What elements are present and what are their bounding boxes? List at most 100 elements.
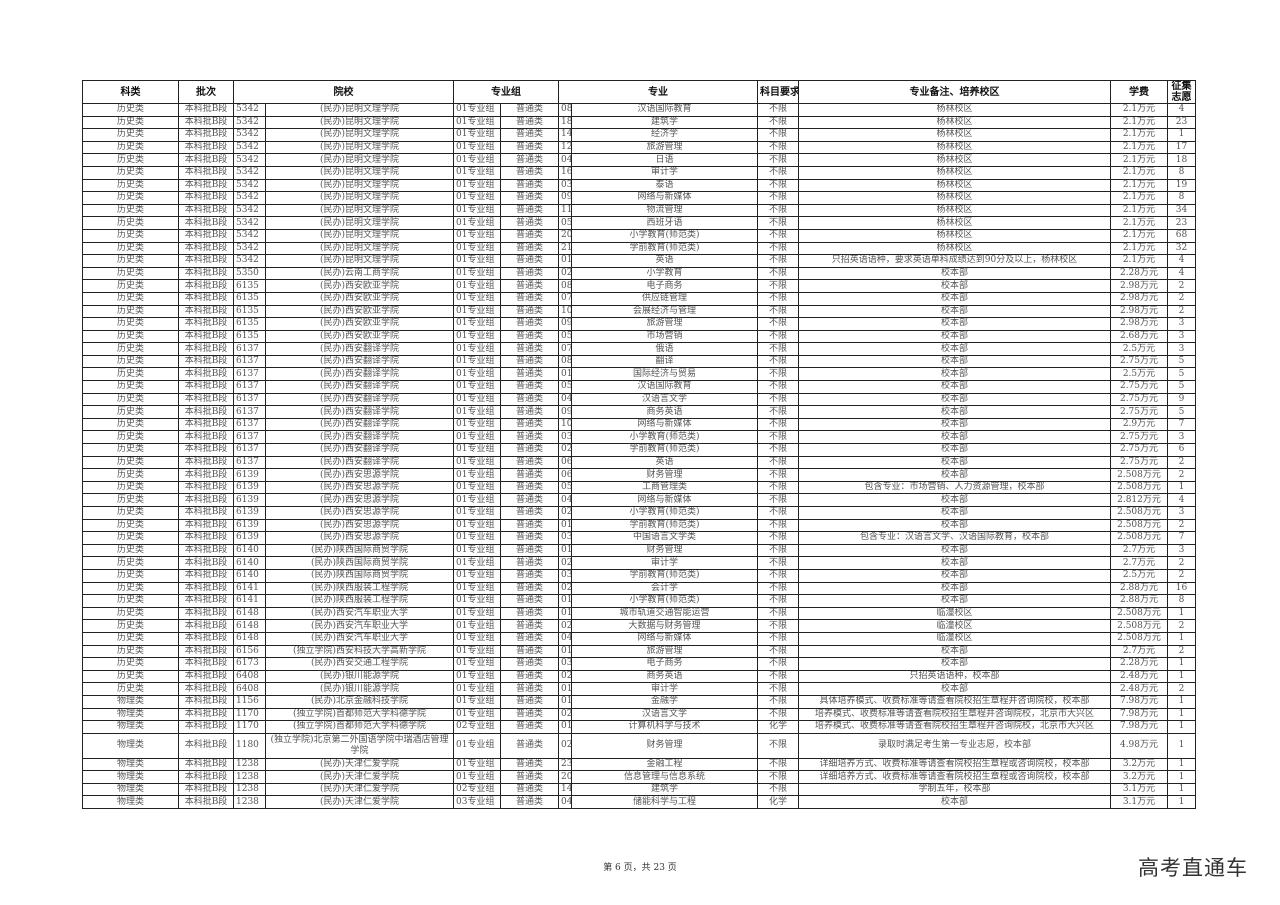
cell-major-code: 06 bbox=[558, 455, 572, 470]
cell-fee: 2.75万元 bbox=[1110, 405, 1168, 419]
cell-requirement: 不限 bbox=[757, 657, 799, 671]
cell-school-name: (民办)天津仁爱学院 bbox=[265, 782, 454, 797]
cell-fee: 2.1万元 bbox=[1110, 216, 1168, 230]
cell-volunteers: 18 bbox=[1167, 153, 1196, 167]
cell-fee: 2.508万元 bbox=[1110, 531, 1168, 545]
cell-major-name: 西班牙语 bbox=[571, 216, 758, 230]
cell-note: 杨林校区 bbox=[798, 165, 1111, 180]
cell-major-code: 01 bbox=[558, 720, 572, 734]
cell-major-name: 财务管理 bbox=[571, 468, 758, 482]
cell-subject: 历史类 bbox=[82, 682, 179, 696]
table-row: 物理类 本科批B段 1170 (独立学院)首都师范大学科德学院 02专业组 普通类 01 计算… bbox=[82, 720, 1196, 734]
cell-group-type: 普通类 bbox=[500, 140, 559, 155]
cell-subject: 历史类 bbox=[82, 216, 179, 230]
cell-group: 01专业组 bbox=[453, 581, 501, 596]
cell-note: 杨林校区 bbox=[798, 153, 1111, 167]
cell-school-name: (民办)昆明文理学院 bbox=[265, 216, 454, 230]
cell-group-type: 普通类 bbox=[500, 128, 559, 142]
table-row: 历史类 本科批B段 6408 (民办)银川能源学院 01专业组 普通类 01 审计学 不限 校本部… bbox=[82, 682, 1196, 696]
cell-batch: 本科批B段 bbox=[178, 669, 234, 684]
cell-major-code: 09 bbox=[558, 405, 572, 419]
cell-volunteers: 5 bbox=[1167, 380, 1196, 394]
table-row: 历史类 本科批B段 6137 (民办)西安翻译学院 01专业组 普通类 10 网络与新媒体 不限… bbox=[82, 417, 1196, 432]
cell-volunteers: 4 bbox=[1167, 493, 1196, 507]
cell-requirement: 不限 bbox=[757, 342, 799, 356]
cell-group-type: 普通类 bbox=[500, 304, 559, 319]
cell-requirement: 不限 bbox=[757, 380, 799, 394]
cell-subject: 历史类 bbox=[82, 241, 179, 256]
cell-volunteers: 7 bbox=[1167, 417, 1196, 432]
table-row: 历史类 本科批B段 6137 (民办)西安翻译学院 01专业组 普通类 05 汉语国际教育 不限… bbox=[82, 380, 1196, 394]
cell-group-type: 普通类 bbox=[500, 443, 559, 457]
cell-school-code: 6141 bbox=[233, 581, 266, 596]
header-fee: 学费 bbox=[1110, 80, 1168, 104]
cell-school-name: (民办)昆明文理学院 bbox=[265, 191, 454, 205]
cell-school-name: (民办)陕西国际商贸学院 bbox=[265, 556, 454, 570]
cell-batch: 本科批B段 bbox=[178, 317, 234, 331]
table-row: 历史类 本科批B段 6137 (民办)西安翻译学院 01专业组 普通类 02 学前教育(师范类… bbox=[82, 443, 1196, 457]
cell-school-code: 6135 bbox=[233, 304, 266, 319]
cell-batch: 本科批B段 bbox=[178, 254, 234, 268]
cell-school-code: 1238 bbox=[233, 782, 266, 797]
cell-group: 01专业组 bbox=[453, 103, 501, 117]
cell-group: 01专业组 bbox=[453, 191, 501, 205]
table-row: 物理类 本科批B段 1180 (独立学院)北京第二外国语学院中瑞酒店管理学院 01专业组… bbox=[82, 732, 1196, 759]
table-row: 历史类 本科批B段 6148 (民办)西安汽车职业大学 01专业组 普通类 02 大数据与财务… bbox=[82, 619, 1196, 633]
cell-batch: 本科批B段 bbox=[178, 329, 234, 344]
cell-group-type: 普通类 bbox=[500, 241, 559, 256]
cell-major-name: 小学教育 bbox=[571, 266, 758, 281]
cell-subject: 历史类 bbox=[82, 317, 179, 331]
cell-school-code: 1180 bbox=[233, 732, 266, 759]
cell-group: 03专业组 bbox=[453, 795, 501, 810]
cell-batch: 本科批B段 bbox=[178, 506, 234, 520]
cell-major-code: 05 bbox=[558, 480, 572, 495]
cell-fee: 2.75万元 bbox=[1110, 392, 1168, 407]
cell-requirement: 不限 bbox=[757, 694, 799, 709]
cell-note: 校本部 bbox=[798, 518, 1111, 533]
cell-requirement: 不限 bbox=[757, 417, 799, 432]
cell-major-code: 01 bbox=[558, 254, 572, 268]
cell-major-name: 英语 bbox=[571, 455, 758, 470]
cell-group-type: 普通类 bbox=[500, 430, 559, 445]
cell-major-code: 02 bbox=[558, 506, 572, 520]
cell-subject: 历史类 bbox=[82, 115, 179, 130]
cell-batch: 本科批B段 bbox=[178, 782, 234, 797]
cell-subject: 历史类 bbox=[82, 279, 179, 293]
cell-note: 校本部 bbox=[798, 279, 1111, 293]
cell-batch: 本科批B段 bbox=[178, 103, 234, 117]
cell-school-name: (民办)西安欧亚学院 bbox=[265, 279, 454, 293]
table-row: 历史类 本科批B段 6140 (民办)陕西国际商贸学院 01专业组 普通类 01 财务管理 不限… bbox=[82, 543, 1196, 558]
cell-major-name: 英语 bbox=[571, 254, 758, 268]
cell-fee: 3.1万元 bbox=[1110, 795, 1168, 810]
cell-batch: 本科批B段 bbox=[178, 417, 234, 432]
cell-school-name: (民办)西安翻译学院 bbox=[265, 367, 454, 382]
table-row: 历史类 本科批B段 6137 (民办)西安翻译学院 01专业组 普通类 04 汉语言文学 不限校… bbox=[82, 392, 1196, 407]
cell-fee: 2.1万元 bbox=[1110, 178, 1168, 193]
cell-school-name: (民办)昆明文理学院 bbox=[265, 103, 454, 117]
cell-volunteers: 6 bbox=[1167, 443, 1196, 457]
cell-group: 01专业组 bbox=[453, 543, 501, 558]
cell-group-type: 普通类 bbox=[500, 531, 559, 545]
cell-major-code: 14 bbox=[558, 128, 572, 142]
cell-note: 具体培养模式、收费标准等请查看院校招生章程并咨询院校，校本部 bbox=[798, 694, 1111, 709]
cell-school-name: (民办)陕西服装工程学院 bbox=[265, 581, 454, 596]
cell-school-code: 6139 bbox=[233, 506, 266, 520]
cell-requirement: 不限 bbox=[757, 581, 799, 596]
cell-major-code: 20 bbox=[558, 770, 572, 784]
cell-school-code: 6139 bbox=[233, 468, 266, 482]
cell-batch: 本科批B段 bbox=[178, 606, 234, 621]
cell-note: 杨林校区 bbox=[798, 191, 1111, 205]
cell-school-code: 5350 bbox=[233, 266, 266, 281]
cell-volunteers: 1 bbox=[1167, 128, 1196, 142]
cell-major-name: 商务英语 bbox=[571, 405, 758, 419]
cell-group-type: 普通类 bbox=[500, 254, 559, 268]
cell-major-code: 05 bbox=[558, 380, 572, 394]
cell-volunteers: 5 bbox=[1167, 354, 1196, 369]
cell-note: 校本部 bbox=[798, 405, 1111, 419]
table-header-row: 科类 批次 院校 专业组 专业 科目要求 专业备注、培养校区 学费 征集志愿 bbox=[82, 80, 1196, 104]
cell-subject: 历史类 bbox=[82, 468, 179, 482]
cell-requirement: 不限 bbox=[757, 543, 799, 558]
table-row: 历史类 本科批B段 5342 (民办)昆明文理学院 01专业组 普通类 21 学前教育(师范类… bbox=[82, 241, 1196, 256]
cell-subject: 历史类 bbox=[82, 594, 179, 608]
cell-batch: 本科批B段 bbox=[178, 694, 234, 709]
